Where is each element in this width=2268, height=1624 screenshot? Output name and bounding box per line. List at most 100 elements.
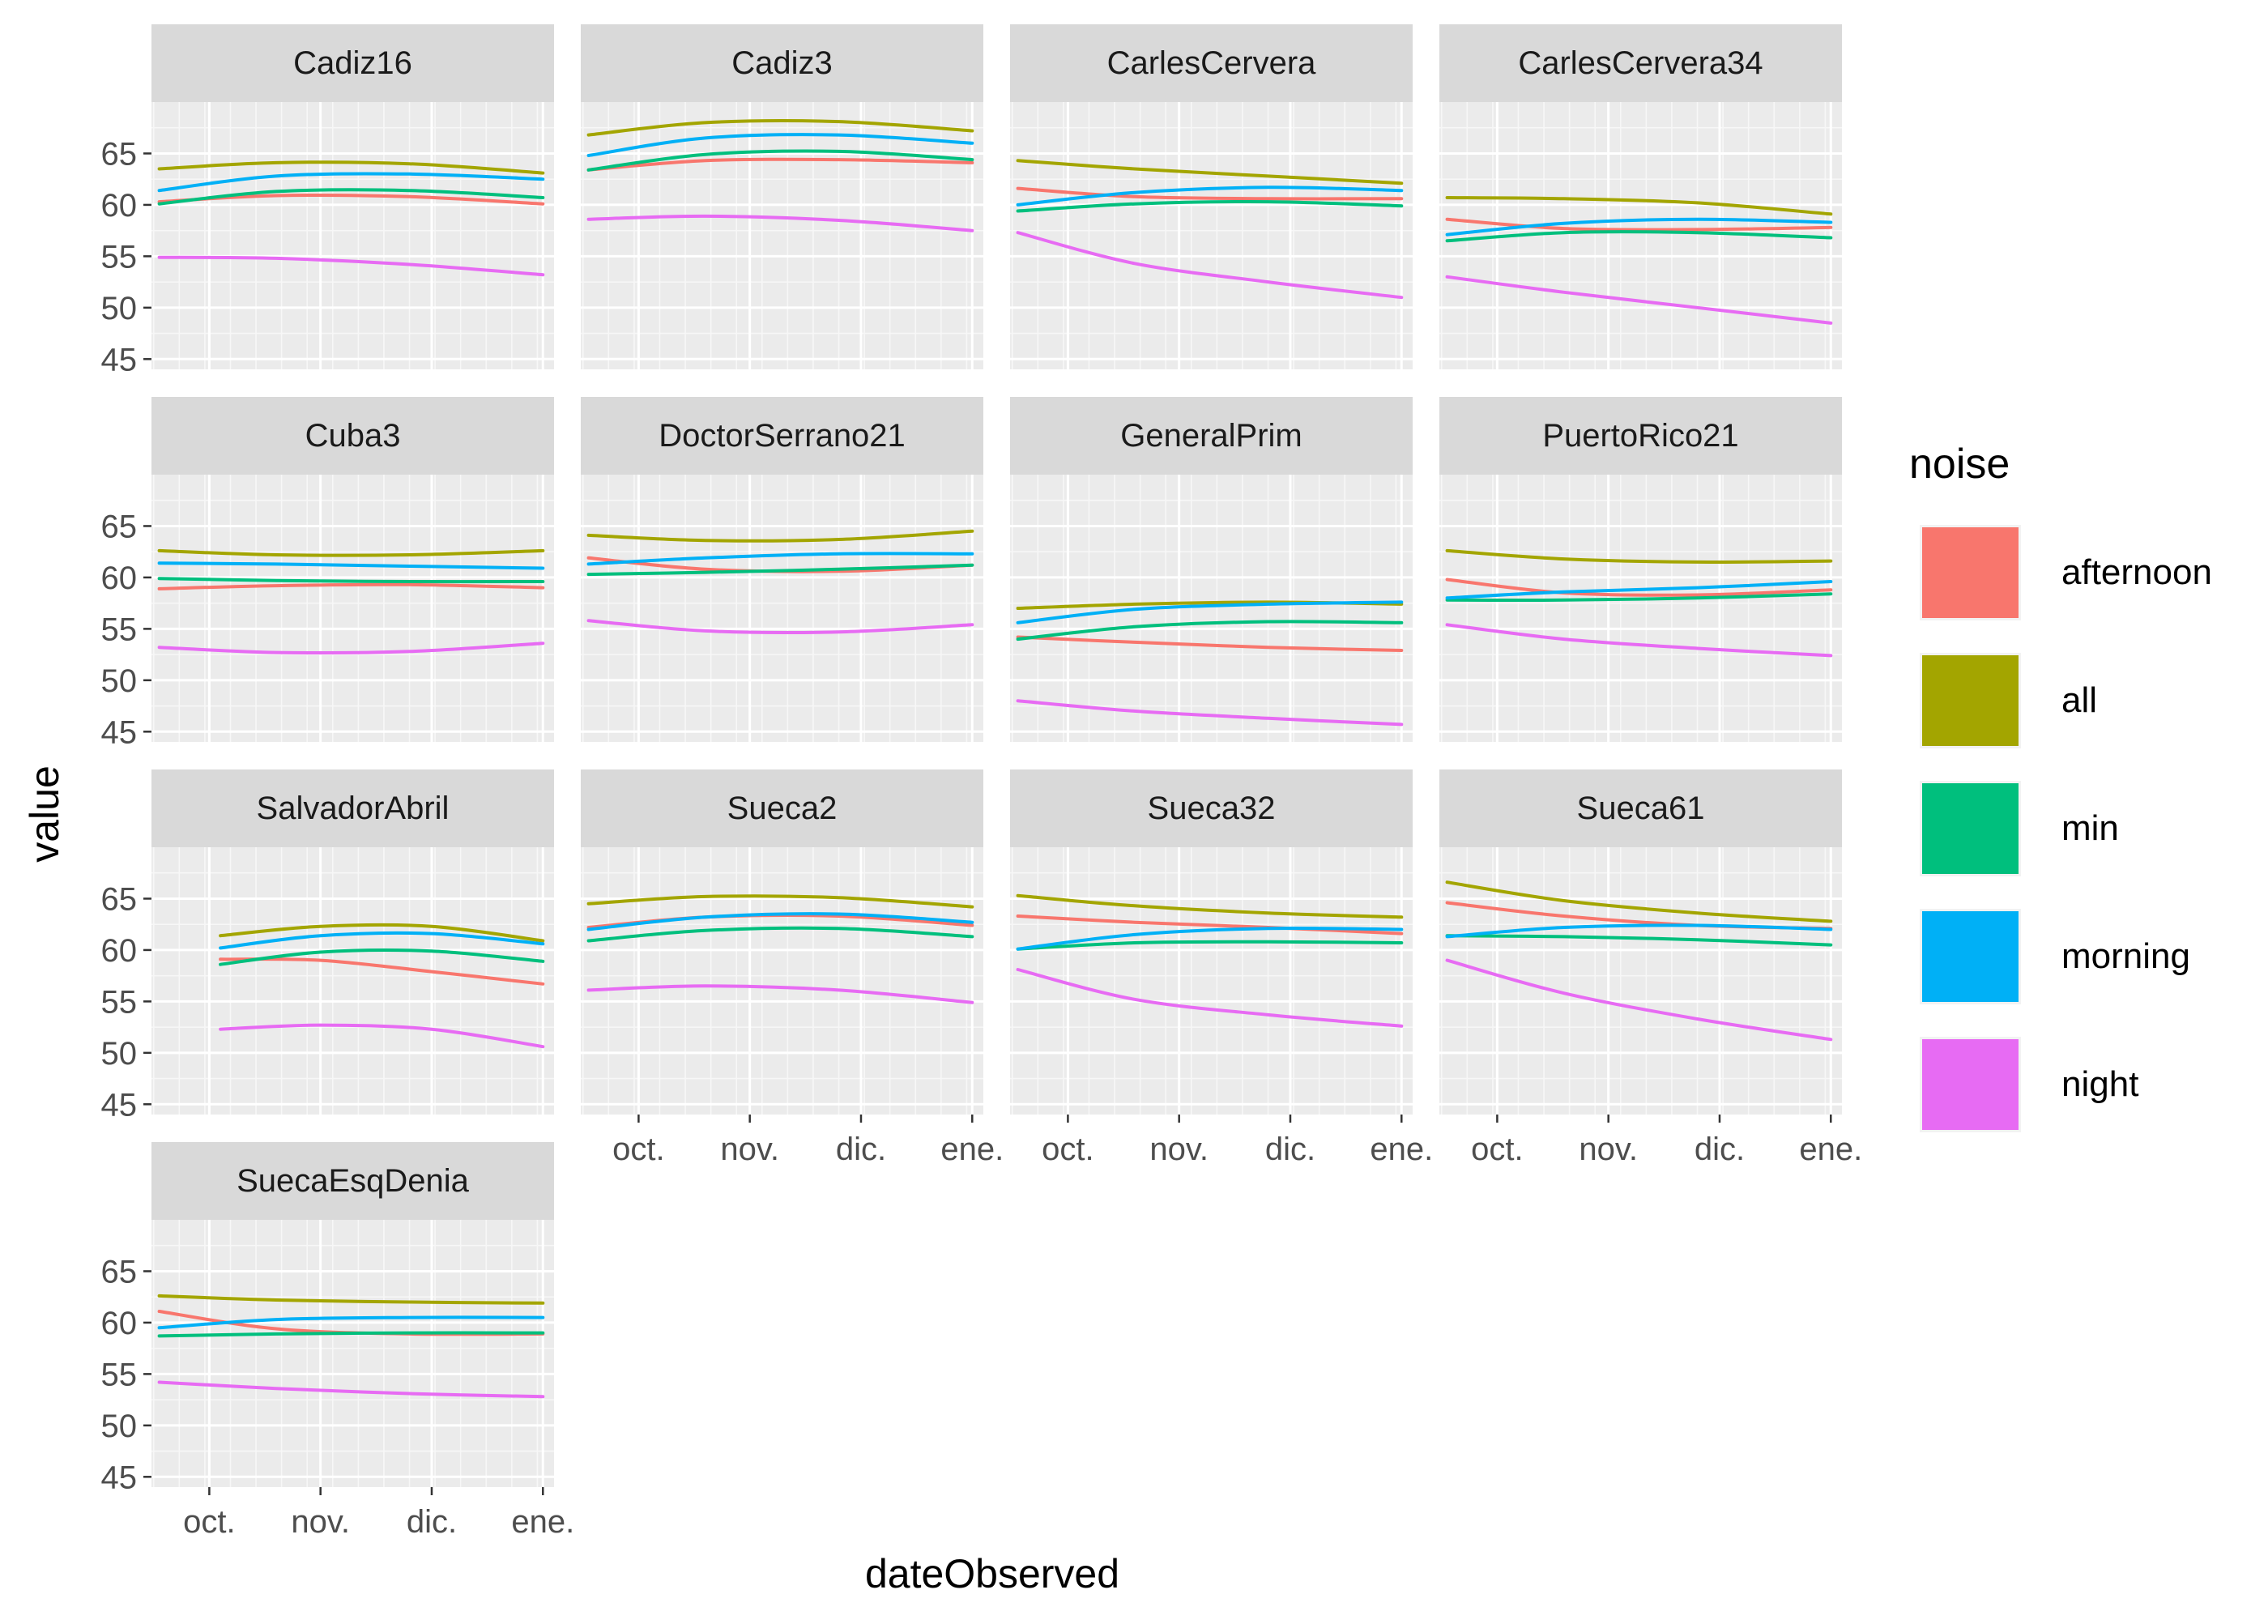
legend-swatch-afternoon <box>1922 527 2019 618</box>
y-tick-label: 65 <box>101 509 138 544</box>
x-tick-label: nov. <box>291 1504 350 1540</box>
facet-strip-salvadorabril <box>151 769 554 847</box>
series-line-morning-cadiz3 <box>586 133 974 157</box>
series-line-night-doctorserrano21 <box>586 619 974 634</box>
series-line-min-carlescervera <box>1016 200 1404 213</box>
panel-bg-cadiz16 <box>151 102 554 369</box>
y-tick-label: 50 <box>101 291 138 326</box>
series-line-morning-sueca2 <box>586 912 974 931</box>
series-line-all-cuba3 <box>157 548 545 557</box>
facet-label-carlescervera34: CarlesCervera34 <box>1518 45 1763 81</box>
facet-strip-puertorico21 <box>1439 397 1842 475</box>
panel-bg-suecaesqdenia <box>151 1220 554 1487</box>
panel-bg-puertorico21 <box>1439 475 1842 742</box>
series-line-all-carlescervera34 <box>1445 196 1833 216</box>
series-line-min-puertorico21 <box>1445 592 1833 603</box>
series-line-afternoon-carlescervera <box>1016 186 1404 201</box>
facet-strip-doctorserrano21 <box>581 397 983 475</box>
x-tick-label: dic. <box>1265 1132 1315 1167</box>
series-line-min-generalprim <box>1016 620 1404 642</box>
facet-strip-sueca32 <box>1010 769 1413 847</box>
series-line-morning-cuba3 <box>157 561 545 570</box>
y-tick-label: 50 <box>101 1409 138 1444</box>
legend-label-morning: morning <box>2061 936 2190 976</box>
y-tick-label: 55 <box>101 612 138 647</box>
series-line-min-cadiz16 <box>157 188 545 206</box>
facet-label-salvadorabril: SalvadorAbril <box>257 791 450 826</box>
facet-label-doctorserrano21: DoctorSerrano21 <box>659 418 906 454</box>
y-axis-title: value <box>22 765 67 863</box>
x-tick-label: ene. <box>511 1504 574 1540</box>
x-tick-label: nov. <box>1579 1132 1638 1167</box>
x-tick-label: oct. <box>1471 1132 1523 1167</box>
facet-label-sueca32: Sueca32 <box>1148 791 1276 826</box>
panel-bg-cuba3 <box>151 475 554 742</box>
panel-bg-generalprim <box>1010 475 1413 742</box>
panel-bg-sueca2 <box>581 847 983 1115</box>
panel-bg-salvadorabril <box>151 847 554 1115</box>
legend-title: noise <box>1909 441 2010 488</box>
series-line-afternoon-generalprim <box>1016 635 1404 652</box>
x-tick-label: oct. <box>1042 1132 1094 1167</box>
series-line-morning-carlescervera <box>1016 185 1404 207</box>
legend-label-afternoon: afternoon <box>2061 552 2212 592</box>
series-line-morning-generalprim <box>1016 600 1404 624</box>
x-tick-label: nov. <box>720 1132 779 1167</box>
facet-label-generalprim: GeneralPrim <box>1120 418 1302 454</box>
series-line-night-sueca2 <box>586 984 974 1004</box>
y-tick-label: 45 <box>101 1087 138 1123</box>
y-tick-label: 50 <box>101 1036 138 1072</box>
series-line-min-sueca2 <box>586 926 974 943</box>
panel-bg-sueca32 <box>1010 847 1413 1115</box>
series-line-night-cadiz16 <box>157 255 545 277</box>
panel-bg-carlescervera <box>1010 102 1413 369</box>
series-line-night-cadiz3 <box>586 214 974 232</box>
facet-label-cadiz3: Cadiz3 <box>731 45 833 81</box>
y-tick-label: 60 <box>101 188 138 224</box>
series-line-night-salvadorabril <box>219 1023 545 1049</box>
facet-strip-cuba3 <box>151 397 554 475</box>
legend-swatch-all <box>1922 655 2019 746</box>
facet-label-sueca2: Sueca2 <box>727 791 838 826</box>
series-line-all-sueca61 <box>1445 880 1833 923</box>
series-line-all-carlescervera <box>1016 159 1404 185</box>
y-tick-label: 45 <box>101 342 138 377</box>
facet-strip-sueca2 <box>581 769 983 847</box>
x-tick-label: dic. <box>836 1132 886 1167</box>
y-tick-label: 60 <box>101 561 138 596</box>
y-tick-label: 65 <box>101 136 138 172</box>
y-tick-label: 55 <box>101 1357 138 1392</box>
series-line-all-doctorserrano21 <box>586 529 974 543</box>
series-line-afternoon-cadiz3 <box>586 157 974 172</box>
facet-strip-cadiz3 <box>581 24 983 102</box>
x-tick-label: ene. <box>940 1132 1004 1167</box>
series-line-min-cuba3 <box>157 577 545 584</box>
x-axis-title: dateObserved <box>865 1551 1119 1596</box>
facet-label-sueca61: Sueca61 <box>1577 791 1705 826</box>
series-line-night-sueca32 <box>1016 968 1404 1028</box>
y-tick-label: 45 <box>101 714 138 750</box>
series-line-night-carlescervera <box>1016 231 1404 300</box>
panel-bg-sueca61 <box>1439 847 1842 1115</box>
series-line-min-sueca32 <box>1016 940 1404 951</box>
facet-strip-carlescervera <box>1010 24 1413 102</box>
series-line-morning-sueca32 <box>1016 926 1404 951</box>
facet-label-suecaesqdenia: SuecaEsqDenia <box>237 1163 470 1199</box>
y-tick-label: 65 <box>101 881 138 917</box>
y-tick-label: 55 <box>101 239 138 275</box>
series-line-morning-doctorserrano21 <box>586 552 974 566</box>
facet-strip-sueca61 <box>1439 769 1842 847</box>
y-tick-label: 45 <box>101 1460 138 1495</box>
series-line-morning-suecaesqdenia <box>157 1315 545 1330</box>
facet-strip-cadiz16 <box>151 24 554 102</box>
series-line-night-cuba3 <box>157 642 545 655</box>
legend-swatch-night <box>1922 1039 2019 1130</box>
legend-swatch-morning <box>1922 911 2019 1002</box>
series-line-min-cadiz3 <box>586 149 974 172</box>
facet-label-puertorico21: PuertoRico21 <box>1542 418 1738 454</box>
series-line-morning-puertorico21 <box>1445 580 1833 600</box>
series-line-min-doctorserrano21 <box>586 563 974 577</box>
series-line-all-cadiz3 <box>586 119 974 137</box>
y-tick-label: 60 <box>101 1306 138 1341</box>
